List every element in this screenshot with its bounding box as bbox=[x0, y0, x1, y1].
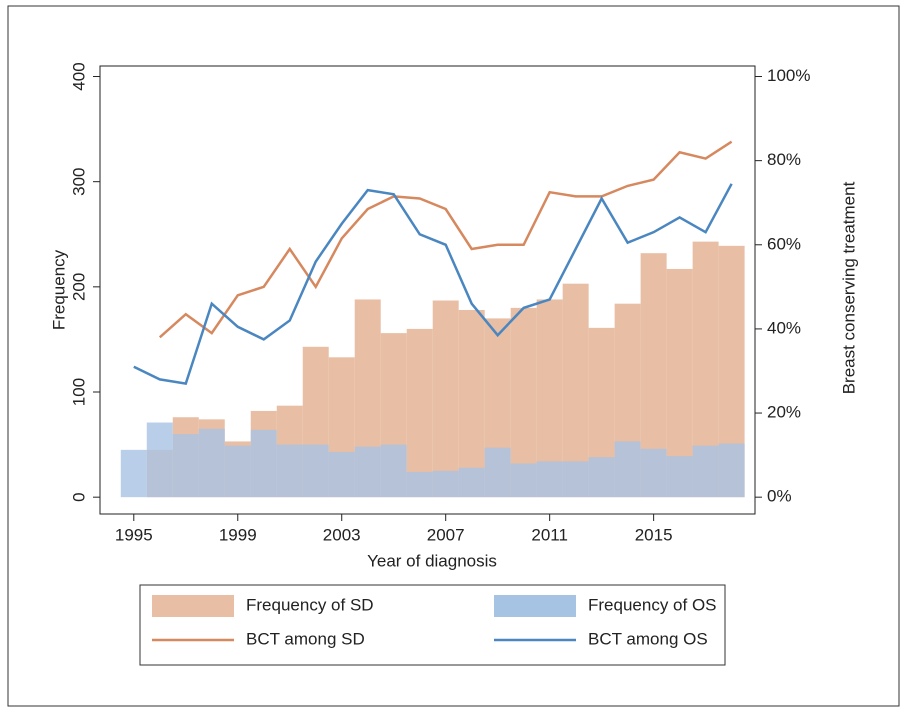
y2-tick-label: 80% bbox=[767, 150, 801, 169]
legend-swatch bbox=[152, 595, 234, 617]
x-tick-label: 1995 bbox=[115, 525, 153, 544]
legend-swatch bbox=[494, 595, 576, 617]
y-tick-label: 0 bbox=[69, 492, 88, 501]
histogram-bar bbox=[562, 461, 589, 498]
y2-axis-title: Breast conserving treatment bbox=[839, 181, 858, 394]
histogram-bar bbox=[484, 447, 511, 498]
histogram-bar bbox=[380, 444, 407, 498]
y-tick-label: 300 bbox=[69, 167, 88, 195]
histogram-bar bbox=[354, 446, 381, 498]
histogram-bar bbox=[718, 443, 745, 498]
histogram-bar bbox=[406, 471, 433, 498]
frame bbox=[7, 5, 900, 707]
legend-label: Frequency of SD bbox=[246, 595, 374, 614]
legend bbox=[139, 584, 726, 666]
x-axis-title: Year of diagnosis bbox=[367, 551, 497, 570]
histogram-bar bbox=[510, 463, 537, 498]
y-axis-title: Frequency bbox=[49, 249, 68, 330]
y2-tick-label: 0% bbox=[767, 487, 792, 506]
histogram-bar bbox=[328, 451, 355, 498]
histogram-bar bbox=[458, 467, 485, 498]
histogram-bar bbox=[250, 429, 277, 498]
y2-tick-label: 40% bbox=[767, 318, 801, 337]
y-tick-label: 200 bbox=[69, 273, 88, 301]
histogram-bar bbox=[666, 456, 693, 498]
y2-tick-label: 100% bbox=[767, 66, 810, 85]
histogram-bar bbox=[614, 441, 641, 498]
line bbox=[158, 140, 733, 339]
histogram-bar bbox=[172, 434, 199, 498]
y-tick-label: 400 bbox=[69, 62, 88, 90]
y-tick-label: 100 bbox=[69, 378, 88, 406]
legend-label: BCT among OS bbox=[588, 629, 708, 648]
histogram-bar bbox=[640, 448, 667, 498]
plot-frame bbox=[99, 65, 756, 515]
histogram-bar bbox=[536, 461, 563, 498]
histogram-bar bbox=[120, 449, 147, 498]
histogram-bar bbox=[224, 445, 251, 498]
histogram-bar bbox=[692, 445, 719, 498]
line bbox=[133, 183, 733, 386]
x-tick-label: 2003 bbox=[323, 525, 361, 544]
y2-tick-label: 20% bbox=[767, 403, 801, 422]
legend-label: BCT among SD bbox=[246, 629, 365, 648]
x-tick-label: 2015 bbox=[635, 525, 673, 544]
legend-label: Frequency of OS bbox=[588, 595, 717, 614]
histogram-bar bbox=[198, 428, 225, 498]
x-tick-label: 2007 bbox=[427, 525, 465, 544]
histogram-bar bbox=[276, 444, 303, 498]
histogram-bar bbox=[432, 300, 459, 498]
histogram-bar bbox=[146, 422, 173, 498]
histogram-bar bbox=[406, 328, 433, 498]
x-tick-label: 1999 bbox=[219, 525, 257, 544]
x-tick-label: 2011 bbox=[531, 525, 568, 544]
histogram-bar bbox=[588, 457, 615, 498]
y2-tick-label: 60% bbox=[767, 234, 801, 253]
histogram-bar bbox=[458, 309, 485, 498]
histogram-bar bbox=[432, 470, 459, 498]
histogram-bar bbox=[302, 444, 329, 498]
